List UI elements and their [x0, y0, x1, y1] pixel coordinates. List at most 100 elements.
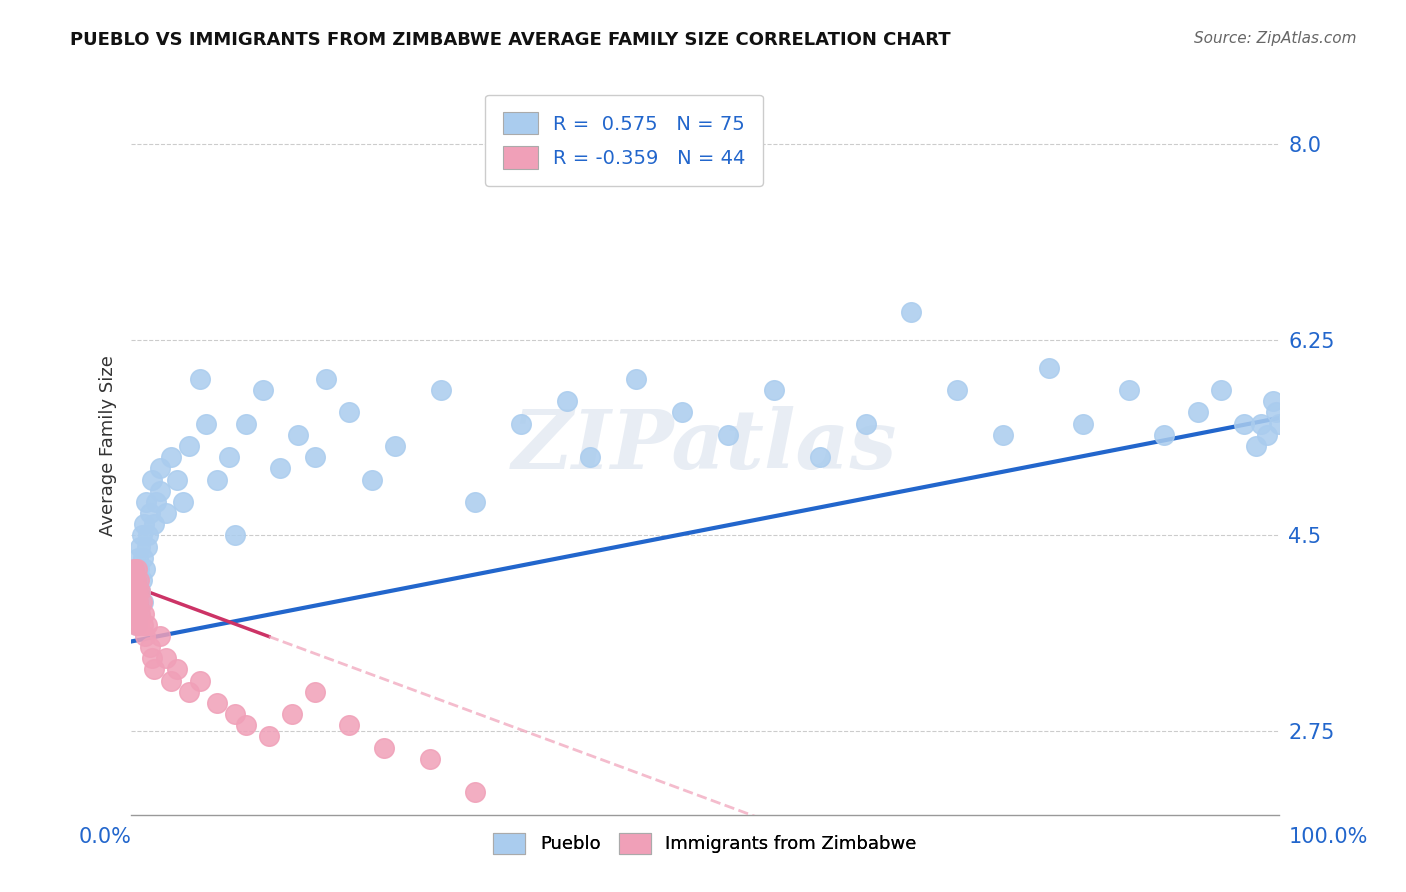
Point [1073, 417, 1095, 431]
Point [269, 461, 291, 475]
Point [134, 562, 156, 576]
Point [252, 383, 274, 397]
Text: ZIPatlas: ZIPatlas [512, 406, 897, 486]
Point [762, 383, 785, 397]
Point [127, 573, 149, 587]
Point [1038, 360, 1060, 375]
Point [149, 483, 172, 498]
Point [361, 473, 384, 487]
Point [1187, 405, 1209, 419]
Point [624, 372, 647, 386]
Point [1244, 439, 1267, 453]
Point [315, 372, 337, 386]
Point [160, 673, 183, 688]
Point [129, 584, 152, 599]
Point [1250, 417, 1272, 431]
Point [464, 495, 486, 509]
Point [1153, 427, 1175, 442]
Point [136, 540, 159, 554]
Point [1256, 427, 1278, 442]
Point [671, 405, 693, 419]
Point [122, 562, 145, 576]
Point [131, 595, 153, 609]
Point [419, 752, 441, 766]
Point [194, 417, 217, 431]
Point [121, 595, 143, 609]
Point [155, 651, 177, 665]
Point [218, 450, 240, 465]
Point [125, 607, 148, 621]
Point [132, 617, 155, 632]
Point [143, 662, 166, 676]
Point [124, 595, 146, 609]
Point [188, 372, 211, 386]
Point [122, 562, 145, 576]
Point [287, 427, 309, 442]
Point [136, 617, 159, 632]
Point [177, 684, 200, 698]
Point [125, 584, 148, 599]
Point [224, 706, 246, 721]
Point [717, 427, 740, 442]
Text: PUEBLO VS IMMIGRANTS FROM ZIMBABWE AVERAGE FAMILY SIZE CORRELATION CHART: PUEBLO VS IMMIGRANTS FROM ZIMBABWE AVERA… [70, 31, 950, 49]
Point [1265, 405, 1288, 419]
Point [1267, 417, 1289, 431]
Point [132, 607, 155, 621]
Text: 0.0%: 0.0% [79, 827, 132, 847]
Point [155, 506, 177, 520]
Point [177, 439, 200, 453]
Point [1118, 383, 1140, 397]
Point [900, 305, 922, 319]
Point [172, 495, 194, 509]
Point [122, 595, 145, 609]
Point [128, 562, 150, 576]
Point [121, 573, 143, 587]
Point [304, 450, 326, 465]
Point [132, 595, 155, 609]
Point [125, 584, 148, 599]
Point [124, 584, 146, 599]
Point [946, 383, 969, 397]
Point [304, 684, 326, 698]
Point [131, 573, 153, 587]
Point [125, 617, 148, 632]
Point [337, 718, 360, 732]
Point [124, 607, 146, 621]
Point [124, 595, 146, 609]
Point [235, 417, 257, 431]
Point [125, 562, 148, 576]
Point [207, 473, 229, 487]
Point [257, 730, 280, 744]
Point [166, 473, 188, 487]
Point [127, 584, 149, 599]
Point [132, 550, 155, 565]
Text: 100.0%: 100.0% [1289, 827, 1368, 847]
Point [160, 450, 183, 465]
Point [124, 573, 146, 587]
Point [1261, 394, 1284, 409]
Point [125, 607, 148, 621]
Point [145, 495, 167, 509]
Point [138, 528, 160, 542]
Point [384, 439, 406, 453]
Legend: Pueblo, Immigrants from Zimbabwe: Pueblo, Immigrants from Zimbabwe [485, 825, 924, 861]
Point [138, 506, 160, 520]
Point [128, 573, 150, 587]
Point [149, 461, 172, 475]
Point [555, 394, 578, 409]
Y-axis label: Average Family Size: Average Family Size [100, 356, 117, 536]
Point [128, 607, 150, 621]
Point [1211, 383, 1233, 397]
Point [579, 450, 602, 465]
Point [135, 495, 157, 509]
Point [207, 696, 229, 710]
Point [166, 662, 188, 676]
Point [141, 651, 163, 665]
Point [510, 417, 533, 431]
Point [125, 595, 148, 609]
Point [188, 673, 211, 688]
Point [127, 595, 149, 609]
Point [129, 607, 152, 621]
Point [430, 383, 453, 397]
Point [127, 550, 149, 565]
